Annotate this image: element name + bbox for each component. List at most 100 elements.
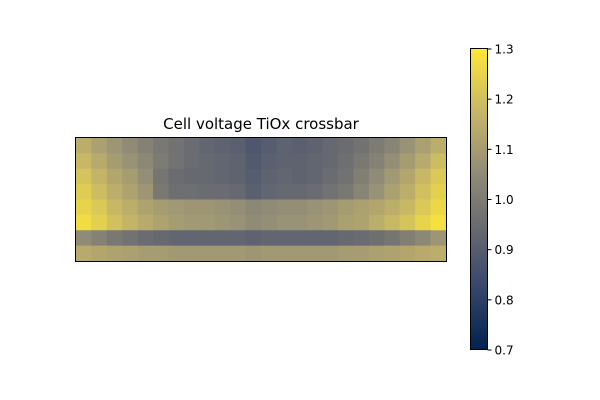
- heatmap-cell: [199, 138, 216, 154]
- heatmap-cell: [199, 199, 216, 216]
- heatmap-cell: [106, 168, 123, 185]
- heatmap-cell: [230, 184, 247, 201]
- heatmap-cell: [291, 199, 308, 216]
- heatmap-cell: [183, 153, 200, 170]
- heatmap-cell: [106, 230, 123, 247]
- heatmap-cell: [183, 230, 200, 247]
- heatmap-cell: [415, 184, 432, 201]
- heatmap-cell: [106, 199, 123, 216]
- heatmap-cell: [307, 214, 324, 231]
- heatmap-cell: [230, 230, 247, 247]
- heatmap-cell: [399, 245, 416, 262]
- heatmap-cell: [399, 214, 416, 231]
- heatmap-cell: [415, 245, 432, 262]
- heatmap-cell: [261, 138, 278, 154]
- heatmap-cell: [322, 230, 339, 247]
- colorbar-tick-label: 0.7: [495, 344, 514, 358]
- heatmap-cell: [338, 138, 355, 154]
- heatmap-cell: [106, 214, 123, 231]
- heatmap-cell: [384, 153, 401, 170]
- heatmap-cell: [399, 184, 416, 201]
- heatmap-cell: [137, 153, 154, 170]
- heatmap-cell: [137, 168, 154, 185]
- heatmap-cell: [415, 153, 432, 170]
- heatmap-cell: [261, 230, 278, 247]
- heatmap-cell: [261, 168, 278, 185]
- heatmap-cell: [384, 168, 401, 185]
- heatmap-cell: [76, 214, 93, 231]
- heatmap-cell: [168, 153, 185, 170]
- heatmap-cell: [399, 199, 416, 216]
- heatmap-cell: [137, 214, 154, 231]
- heatmap-frame: [75, 137, 447, 262]
- heatmap-cell: [353, 199, 370, 216]
- heatmap-cell: [276, 168, 293, 185]
- heatmap-cell: [368, 184, 385, 201]
- heatmap-cell: [415, 230, 432, 247]
- heatmap-cell: [307, 168, 324, 185]
- heatmap-cell: [245, 199, 262, 216]
- heatmap-cell: [122, 153, 139, 170]
- heatmap-cells: [76, 138, 447, 262]
- heatmap-cell: [322, 214, 339, 231]
- heatmap-cell: [245, 214, 262, 231]
- heatmap-cell: [307, 199, 324, 216]
- heatmap-cell: [122, 230, 139, 247]
- heatmap-cell: [415, 168, 432, 185]
- heatmap-cell: [291, 138, 308, 154]
- heatmap-cell: [214, 138, 231, 154]
- heatmap-cell: [291, 168, 308, 185]
- heatmap-cell: [307, 230, 324, 247]
- heatmap-cell: [399, 138, 416, 154]
- heatmap-cell: [168, 245, 185, 262]
- heatmap-cell: [137, 138, 154, 154]
- heatmap-cell: [368, 214, 385, 231]
- heatmap-cell: [291, 245, 308, 262]
- heatmap-cell: [307, 184, 324, 201]
- heatmap-cell: [168, 184, 185, 201]
- heatmap-cell: [399, 153, 416, 170]
- heatmap-cell: [137, 184, 154, 201]
- heatmap-cell: [76, 199, 93, 216]
- heatmap-cell: [338, 245, 355, 262]
- heatmap-cell: [245, 138, 262, 154]
- heatmap-cell: [230, 245, 247, 262]
- heatmap-cell: [76, 153, 93, 170]
- colorbar-tick-label: 1.3: [495, 43, 514, 57]
- heatmap-cell: [122, 184, 139, 201]
- heatmap-cell: [91, 230, 108, 247]
- heatmap-cell: [322, 153, 339, 170]
- heatmap-cell: [384, 245, 401, 262]
- heatmap-cell: [430, 184, 447, 201]
- heatmap-cell: [338, 184, 355, 201]
- heatmap-cell: [137, 245, 154, 262]
- heatmap-cell: [91, 138, 108, 154]
- heatmap-cell: [353, 214, 370, 231]
- heatmap-cell: [276, 184, 293, 201]
- heatmap-cell: [122, 214, 139, 231]
- heatmap-cell: [322, 199, 339, 216]
- heatmap-cell: [153, 245, 170, 262]
- heatmap-cell: [168, 230, 185, 247]
- heatmap-cell: [368, 199, 385, 216]
- heatmap-cell: [307, 138, 324, 154]
- heatmap-cell: [137, 230, 154, 247]
- heatmap-cell: [430, 214, 447, 231]
- heatmap-cell: [261, 184, 278, 201]
- heatmap-cell: [183, 138, 200, 154]
- heatmap-cell: [153, 184, 170, 201]
- heatmap-cell: [353, 168, 370, 185]
- heatmap-cell: [153, 168, 170, 185]
- heatmap-cell: [338, 199, 355, 216]
- heatmap-cell: [353, 153, 370, 170]
- heatmap-cell: [384, 230, 401, 247]
- heatmap-cell: [91, 199, 108, 216]
- heatmap-cell: [183, 168, 200, 185]
- heatmap-cell: [76, 245, 93, 262]
- heatmap-cell: [368, 245, 385, 262]
- heatmap-cell: [137, 199, 154, 216]
- heatmap-cell: [430, 245, 447, 262]
- heatmap-cell: [430, 153, 447, 170]
- heatmap-cell: [430, 138, 447, 154]
